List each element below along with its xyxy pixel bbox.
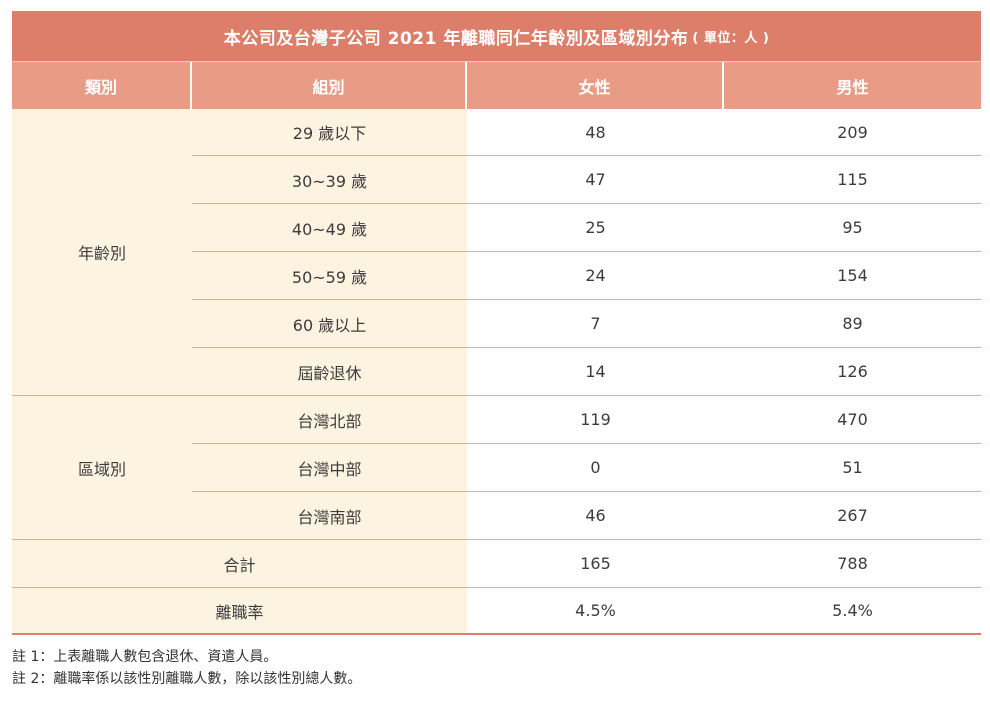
female-value: 119 (467, 396, 724, 444)
table-header: 類別 組別 女性 男性 (12, 61, 981, 109)
group-label: 台灣北部 (192, 396, 467, 444)
female-value: 47 (467, 156, 724, 204)
header-group: 組別 (192, 62, 467, 109)
rate-female: 4.5% (467, 588, 724, 635)
male-value: 154 (724, 252, 981, 300)
footnotes: 註 1：上表離職人數包含退休、資遣人員。 註 2：離職率係以該性別離職人數，除以… (12, 646, 361, 690)
rate-label: 離職率 (12, 588, 467, 635)
total-label: 合計 (12, 540, 467, 588)
group-label: 60 歲以上 (192, 300, 467, 348)
table-title-text: 本公司及台灣子公司 2021 年離職同仁年齡別及區域別分布 (223, 28, 689, 49)
group-label: 台灣南部 (192, 492, 467, 540)
rate-male: 5.4% (724, 588, 981, 635)
male-value: 267 (724, 492, 981, 540)
group-label: 29 歲以下 (192, 109, 467, 156)
male-value: 470 (724, 396, 981, 444)
table-body: 年齡別 29 歲以下 48 209 30~39 歲 47 115 40~49 歲… (12, 109, 981, 635)
group-label: 50~59 歲 (192, 252, 467, 300)
male-value: 51 (724, 444, 981, 492)
female-value: 7 (467, 300, 724, 348)
female-value: 25 (467, 204, 724, 252)
female-value: 48 (467, 109, 724, 156)
table-title: 本公司及台灣子公司 2021 年離職同仁年齡別及區域別分布 ( 單位：人 ) (12, 11, 981, 61)
footnote-2: 註 2：離職率係以該性別離職人數，除以該性別總人數。 (12, 671, 362, 687)
male-value: 95 (724, 204, 981, 252)
male-value: 115 (724, 156, 981, 204)
female-value: 14 (467, 348, 724, 396)
turnover-table: 本公司及台灣子公司 2021 年離職同仁年齡別及區域別分布 ( 單位：人 ) 類… (12, 11, 981, 635)
male-value: 209 (724, 109, 981, 156)
female-value: 46 (467, 492, 724, 540)
total-female: 165 (467, 540, 724, 588)
category-region: 區域別 (12, 396, 192, 540)
male-value: 126 (724, 348, 981, 396)
header-male: 男性 (836, 77, 869, 97)
header-category: 類別 (12, 62, 192, 109)
header-female: 女性 (467, 62, 724, 109)
category-age: 年齡別 (12, 109, 192, 396)
group-label: 台灣中部 (192, 444, 467, 492)
footnote-1: 註 1：上表離職人數包含退休、資遣人員。 (12, 649, 278, 665)
group-label: 30~39 歲 (192, 156, 467, 204)
male-value: 89 (724, 300, 981, 348)
total-male: 788 (724, 540, 981, 588)
female-value: 0 (467, 444, 724, 492)
female-value: 24 (467, 252, 724, 300)
group-label: 屆齡退休 (192, 348, 467, 396)
group-label: 40~49 歲 (192, 204, 467, 252)
table-unit: ( 單位：人 ) (692, 30, 770, 46)
